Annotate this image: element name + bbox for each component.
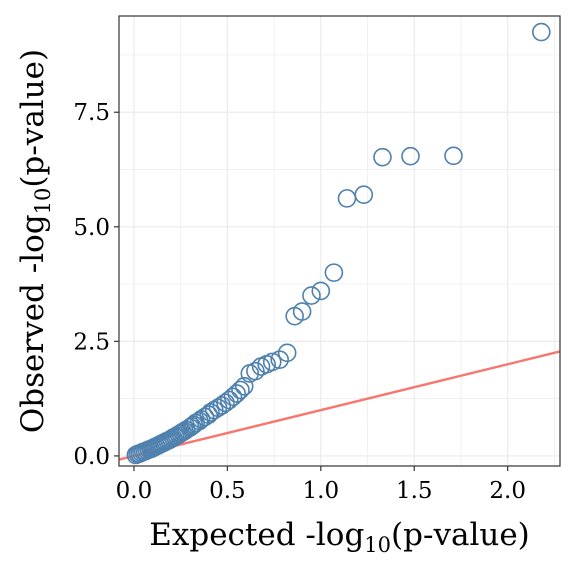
y-axis-title: Observed -log10(p-value)	[15, 49, 55, 433]
x-tick-label: 0.0	[116, 478, 153, 504]
grid-lines	[119, 16, 560, 466]
y-axis-title-suffix: (p-value)	[15, 49, 51, 188]
y-axis-title-subscript: 10	[31, 188, 55, 215]
x-axis-title-prefix: Expected -log	[149, 517, 364, 553]
x-axis-title-subscript: 10	[364, 533, 391, 557]
y-axis-title-prefix: Observed -log	[15, 214, 51, 433]
y-axis-ticks: 0.0 2.5 5.0 7.5	[73, 100, 119, 470]
x-axis-title: Expected -log10(p-value)	[149, 517, 530, 557]
x-axis-title-suffix: (p-value)	[391, 517, 530, 553]
x-tick-label: 0.5	[209, 478, 246, 504]
x-tick-label: 1.0	[303, 478, 340, 504]
x-tick-label: 1.5	[396, 478, 433, 504]
y-tick-label: 7.5	[73, 100, 110, 126]
x-tick-label: 2.0	[489, 478, 526, 504]
y-tick-label: 5.0	[73, 215, 110, 241]
y-tick-label: 0.0	[73, 444, 110, 470]
x-axis-ticks: 0.0 0.5 1.0 1.5 2.0	[116, 466, 526, 504]
y-tick-label: 2.5	[73, 329, 110, 355]
